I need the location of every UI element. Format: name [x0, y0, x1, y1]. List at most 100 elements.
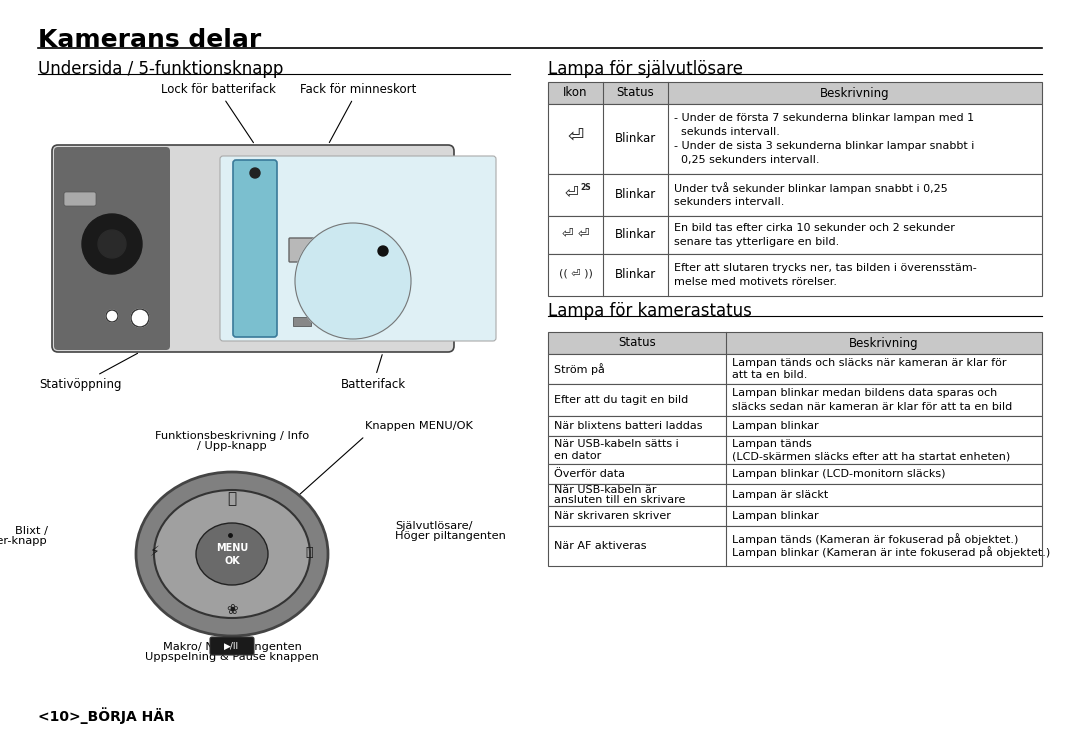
Text: Lampan tänds och släcks när kameran är klar för: Lampan tänds och släcks när kameran är k… — [732, 357, 1007, 368]
Text: ⏎: ⏎ — [565, 184, 579, 202]
Text: att ta en bild.: att ta en bild. — [732, 371, 808, 380]
Text: När AF aktiveras: När AF aktiveras — [554, 541, 647, 551]
Text: Lampan blinkar (Kameran är inte fokuserad på objektet.): Lampan blinkar (Kameran är inte fokusera… — [732, 547, 1050, 559]
Bar — [548, 436, 1042, 464]
Text: Makro/ Ner piltangenten: Makro/ Ner piltangenten — [163, 642, 301, 652]
Text: Lock för batterifack: Lock för batterifack — [161, 83, 275, 142]
Circle shape — [131, 309, 149, 327]
Text: sekunders intervall.: sekunders intervall. — [674, 197, 784, 207]
Text: ⚡: ⚡ — [150, 545, 160, 559]
Text: ⏻: ⏻ — [305, 545, 312, 559]
Text: Höger piltangenten: Höger piltangenten — [395, 531, 505, 541]
FancyBboxPatch shape — [52, 145, 454, 352]
Text: (( ⏎ )): (( ⏎ )) — [558, 268, 593, 278]
Ellipse shape — [136, 472, 328, 636]
Text: När USB-kabeln är: När USB-kabeln är — [554, 485, 657, 495]
Text: Lampan blinkar (LCD-monitorn släcks): Lampan blinkar (LCD-monitorn släcks) — [732, 469, 945, 479]
Text: 0,25 sekunders intervall.: 0,25 sekunders intervall. — [674, 155, 820, 165]
Bar — [548, 82, 1042, 104]
FancyBboxPatch shape — [64, 192, 96, 206]
Text: Fack för minneskort: Fack för minneskort — [300, 83, 416, 142]
Circle shape — [378, 246, 388, 256]
Text: Självutlösare/: Självutlösare/ — [395, 521, 473, 531]
Text: Efter att du tagit en bild: Efter att du tagit en bild — [554, 395, 688, 405]
Text: en dator: en dator — [554, 451, 602, 461]
Text: 2S: 2S — [580, 183, 591, 192]
Text: Status: Status — [617, 87, 654, 99]
Text: Lampan blinkar: Lampan blinkar — [732, 421, 819, 431]
Text: Blixt /: Blixt / — [15, 526, 48, 536]
Text: Funktionsbeskrivning / Info: Funktionsbeskrivning / Info — [154, 431, 309, 441]
Bar — [548, 216, 1042, 254]
Text: Blinkar: Blinkar — [615, 269, 657, 281]
Circle shape — [295, 223, 411, 339]
Text: - Under de första 7 sekunderna blinkar lampan med 1: - Under de första 7 sekunderna blinkar l… — [674, 113, 974, 123]
FancyBboxPatch shape — [54, 147, 170, 350]
Text: ⏎: ⏎ — [567, 128, 583, 146]
Text: Lampan blinkar medan bildens data sparas och: Lampan blinkar medan bildens data sparas… — [732, 389, 997, 398]
Text: Beskrivning: Beskrivning — [820, 87, 890, 99]
Text: Vänster-knapp: Vänster-knapp — [0, 536, 48, 546]
Text: Lampan är släckt: Lampan är släckt — [732, 490, 828, 500]
FancyBboxPatch shape — [233, 160, 276, 337]
Text: ansluten till en skrivare: ansluten till en skrivare — [554, 495, 686, 505]
Text: Knappen MENU/OK: Knappen MENU/OK — [365, 421, 473, 431]
Text: När USB-kabeln sätts i: När USB-kabeln sätts i — [554, 439, 678, 449]
Text: Lampan tänds (Kameran är fokuserad på objektet.): Lampan tänds (Kameran är fokuserad på ob… — [732, 533, 1018, 545]
Text: Blinkar: Blinkar — [615, 228, 657, 242]
Text: Beskrivning: Beskrivning — [849, 336, 919, 349]
Text: ❀: ❀ — [226, 603, 238, 617]
Text: - Under de sista 3 sekunderna blinkar lampar snabbt i: - Under de sista 3 sekunderna blinkar la… — [674, 141, 974, 151]
Text: <10>_BÖRJA HÄR: <10>_BÖRJA HÄR — [38, 707, 175, 724]
Bar — [548, 526, 1042, 566]
Bar — [548, 484, 1042, 506]
Text: Undersida / 5-funktionsknapp: Undersida / 5-funktionsknapp — [38, 60, 283, 78]
Bar — [293, 317, 311, 326]
Text: Ström på: Ström på — [554, 363, 605, 375]
Text: / Upp-knapp: / Upp-knapp — [198, 441, 267, 451]
Bar — [548, 416, 1042, 436]
Text: Batterifack: Batterifack — [340, 354, 406, 391]
Text: Under två sekunder blinkar lampan snabbt i 0,25: Under två sekunder blinkar lampan snabbt… — [674, 182, 948, 194]
Ellipse shape — [154, 490, 310, 618]
Text: Status: Status — [618, 336, 656, 349]
Text: ▶/II: ▶/II — [225, 642, 240, 651]
Text: (LCD-skärmen släcks efter att ha startat enheten): (LCD-skärmen släcks efter att ha startat… — [732, 451, 1010, 461]
Text: ⏎: ⏎ — [578, 226, 590, 240]
Circle shape — [249, 168, 260, 178]
Bar — [548, 332, 1042, 354]
Text: En bild tas efter cirka 10 sekunder och 2 sekunder: En bild tas efter cirka 10 sekunder och … — [674, 223, 955, 233]
Bar — [548, 104, 1042, 174]
Text: När skrivaren skriver: När skrivaren skriver — [554, 511, 671, 521]
Bar — [548, 254, 1042, 296]
FancyBboxPatch shape — [210, 637, 254, 655]
Bar — [548, 384, 1042, 416]
Text: släcks sedan när kameran är klar för att ta en bild: släcks sedan när kameran är klar för att… — [732, 401, 1012, 412]
Text: Ikon: Ikon — [564, 87, 588, 99]
Text: Kamerans delar: Kamerans delar — [38, 28, 261, 52]
FancyBboxPatch shape — [289, 238, 366, 262]
Text: ⏎: ⏎ — [562, 226, 573, 240]
Text: Efter att slutaren trycks ner, tas bilden i överensstäm-: Efter att slutaren trycks ner, tas bilde… — [674, 263, 976, 273]
Text: Lampa för självutlösare: Lampa för självutlösare — [548, 60, 743, 78]
Text: melse med motivets rörelser.: melse med motivets rörelser. — [674, 277, 837, 287]
Text: Stativöppning: Stativöppning — [39, 354, 137, 391]
Text: MENU: MENU — [216, 543, 248, 553]
Text: ⬜: ⬜ — [228, 491, 237, 506]
Text: Blinkar: Blinkar — [615, 189, 657, 201]
Text: Blinkar: Blinkar — [615, 133, 657, 145]
Circle shape — [98, 230, 126, 258]
Ellipse shape — [195, 523, 268, 585]
Text: OK: OK — [225, 556, 240, 566]
Text: Lampan blinkar: Lampan blinkar — [732, 511, 819, 521]
Text: sekunds intervall.: sekunds intervall. — [674, 127, 780, 137]
Bar — [548, 506, 1042, 526]
Text: Uppspelning & Pause knappen: Uppspelning & Pause knappen — [145, 652, 319, 662]
Bar — [548, 174, 1042, 216]
Bar — [138, 151, 170, 346]
Text: senare tas ytterligare en bild.: senare tas ytterligare en bild. — [674, 237, 839, 247]
Text: Lampan tänds: Lampan tänds — [732, 439, 812, 449]
Bar — [548, 464, 1042, 484]
FancyBboxPatch shape — [220, 156, 496, 341]
Text: Överför data: Överför data — [554, 469, 625, 479]
